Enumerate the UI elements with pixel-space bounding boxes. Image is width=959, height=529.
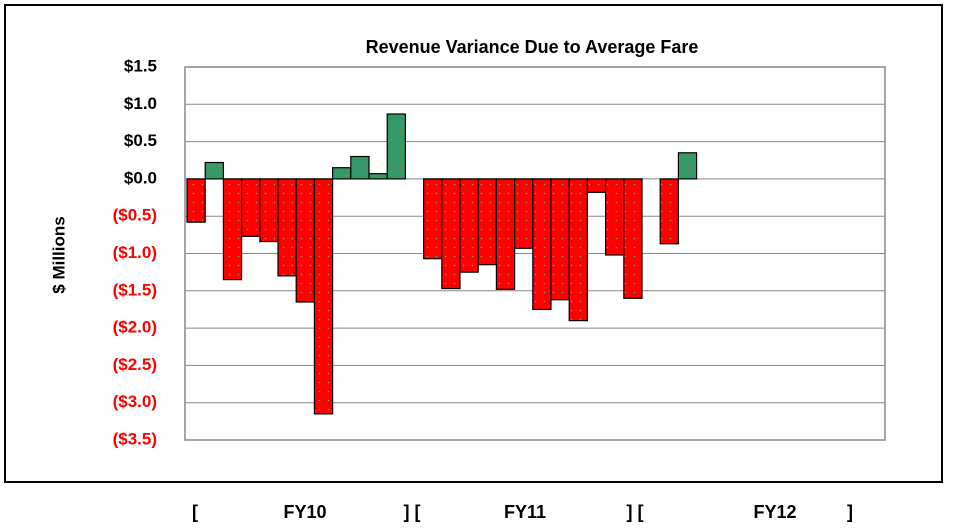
x-group-label: FY10: [283, 502, 326, 522]
bar: [623, 178, 643, 299]
bar: [295, 178, 316, 303]
x-group-label: FY11: [504, 502, 546, 522]
bar: [204, 161, 224, 180]
bar: [332, 167, 352, 180]
bar: [222, 178, 243, 281]
x-group-label: ]: [847, 502, 853, 522]
chart-title: Revenue Variance Due to Average Fare: [366, 37, 699, 57]
y-tick-label: ($1.0): [113, 243, 157, 262]
y-axis-label: $ Millions: [49, 216, 68, 293]
y-tick-label: ($2.0): [113, 318, 157, 337]
bar: [423, 178, 443, 260]
bar: [186, 178, 206, 223]
bar: [568, 178, 589, 322]
bar: [368, 173, 388, 180]
x-group-label: ] [: [627, 502, 644, 522]
y-tick-label: $1.5: [124, 56, 157, 75]
bar: [586, 178, 607, 193]
x-group-label: ] [: [404, 502, 421, 522]
y-tick-label: ($2.5): [113, 355, 157, 374]
y-tick-label: ($1.5): [113, 280, 157, 299]
bar: [441, 178, 461, 290]
bar: [241, 178, 261, 237]
x-group-label: [: [192, 502, 198, 522]
bar: [604, 178, 625, 256]
y-tick-label: $1.0: [124, 94, 157, 113]
bar: [477, 178, 498, 266]
bar: [659, 178, 680, 245]
y-tick-label: $0.5: [124, 131, 157, 150]
y-tick-label: ($0.5): [113, 206, 157, 225]
bar: [513, 178, 534, 249]
bar: [550, 178, 570, 301]
bar: [677, 152, 698, 180]
chart-border: [4, 4, 943, 483]
bar: [386, 113, 407, 180]
x-group-label: FY12: [753, 502, 796, 522]
bar: [495, 178, 516, 290]
bar: [313, 178, 334, 415]
bar: [532, 178, 552, 311]
y-tick-label: ($3.0): [113, 392, 157, 411]
y-tick-label: $0.0: [124, 168, 157, 187]
bar: [459, 178, 479, 273]
bar: [277, 178, 297, 277]
bar: [350, 155, 370, 180]
bar: [259, 178, 279, 243]
y-tick-label: ($3.5): [113, 429, 157, 448]
